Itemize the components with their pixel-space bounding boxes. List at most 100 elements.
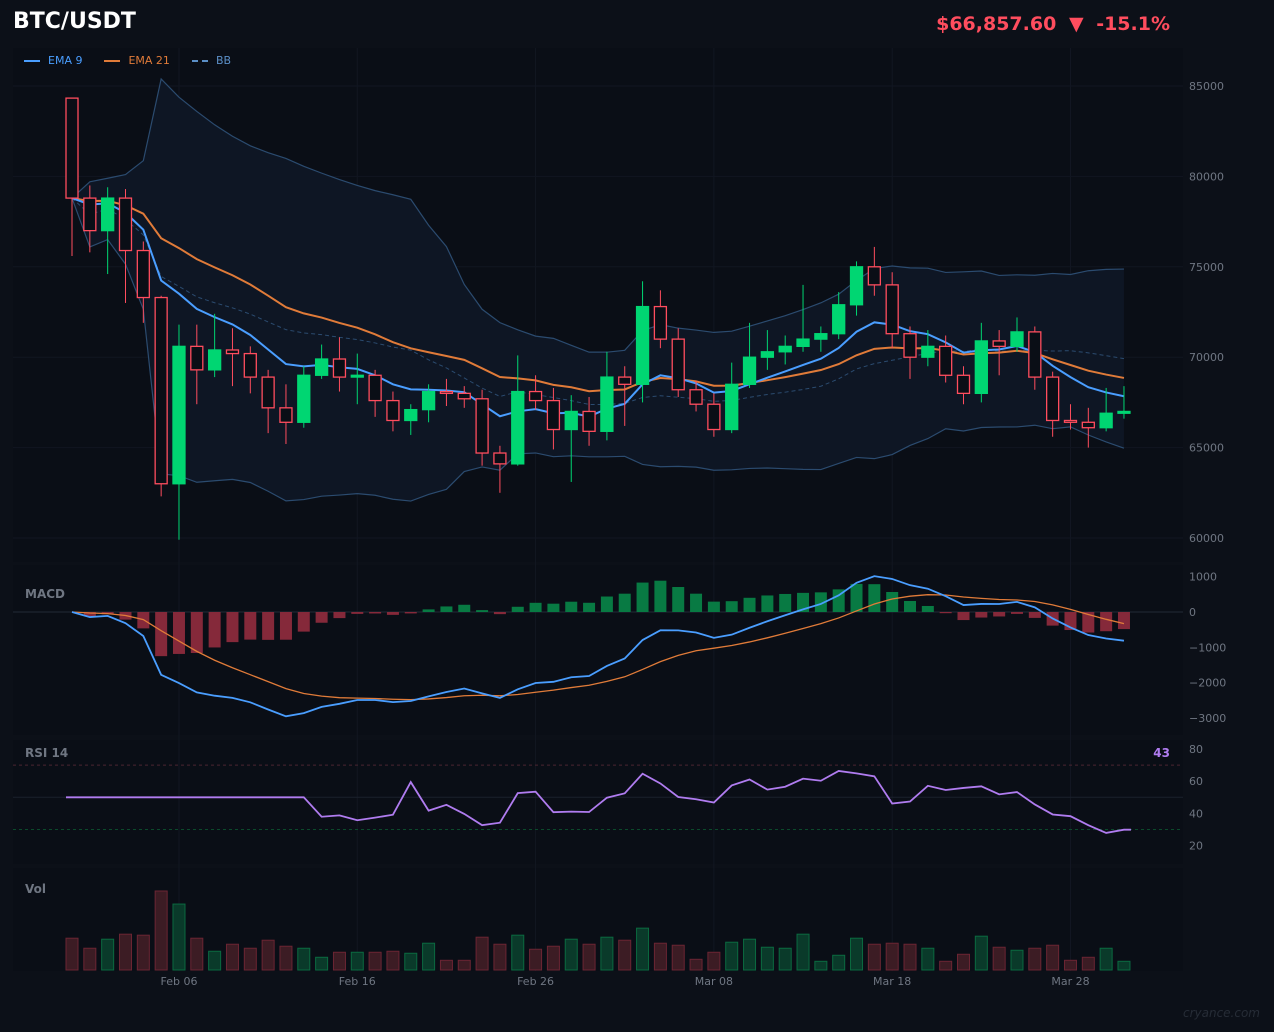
volume-pane bbox=[13, 868, 1183, 971]
macd-histogram-bar bbox=[458, 604, 471, 612]
x-tick-label: Feb 16 bbox=[339, 975, 376, 988]
volume-bar bbox=[279, 945, 293, 971]
candle bbox=[885, 272, 899, 349]
candle-body bbox=[832, 304, 846, 335]
macd-line bbox=[71, 575, 1125, 718]
candle bbox=[154, 295, 168, 497]
rsi-line bbox=[66, 770, 1131, 834]
candle-body bbox=[225, 349, 240, 355]
volume-bar bbox=[814, 960, 828, 971]
candle bbox=[707, 393, 721, 437]
candle bbox=[172, 324, 186, 540]
candle-body bbox=[778, 345, 792, 353]
volume-bar bbox=[1028, 947, 1042, 971]
volume-bar bbox=[957, 953, 970, 971]
candle bbox=[974, 322, 988, 403]
price-tick-label: 70000 bbox=[1189, 351, 1224, 364]
volume-label: Vol bbox=[25, 882, 46, 896]
change-down-arrow-icon: ▼ bbox=[1068, 13, 1084, 35]
macd-histogram-bar bbox=[993, 612, 1006, 617]
volume-bar bbox=[315, 956, 329, 971]
macd-histogram-bar bbox=[262, 612, 275, 640]
candle-body bbox=[493, 452, 507, 465]
candle bbox=[635, 281, 650, 403]
volume-bar bbox=[1063, 959, 1077, 971]
candle-body bbox=[600, 376, 614, 432]
macd-signal-line bbox=[71, 594, 1125, 701]
candle bbox=[243, 346, 257, 394]
volume-bar bbox=[832, 954, 846, 971]
rsi-tick-label: 60 bbox=[1189, 775, 1203, 788]
candle-body bbox=[279, 407, 293, 423]
volume-bar bbox=[903, 943, 917, 971]
candle-body bbox=[511, 390, 525, 465]
candle bbox=[511, 355, 525, 466]
candle-body bbox=[653, 305, 668, 340]
macd-histogram-bar bbox=[369, 612, 382, 614]
candle-body bbox=[939, 345, 953, 376]
macd-histogram-bar bbox=[529, 602, 542, 612]
x-tick-label: Mar 08 bbox=[695, 975, 733, 988]
volume-bar bbox=[154, 890, 168, 971]
bb-swatch-icon bbox=[191, 59, 208, 62]
candle bbox=[796, 284, 810, 352]
legend-bb[interactable]: BB bbox=[191, 54, 231, 67]
candle-body bbox=[404, 408, 418, 422]
volume-bar bbox=[65, 937, 79, 971]
macd-tick-label: 1000 bbox=[1189, 571, 1217, 584]
price-tick-label: 85000 bbox=[1189, 80, 1224, 93]
candle-body bbox=[885, 284, 899, 335]
candle bbox=[778, 335, 792, 365]
volume-bar bbox=[493, 943, 507, 971]
macd-histogram-bar bbox=[1082, 612, 1095, 633]
candle bbox=[314, 344, 329, 379]
candle-body bbox=[582, 410, 596, 432]
candle bbox=[867, 246, 881, 296]
legend-ema21[interactable]: EMA 21 bbox=[104, 54, 170, 67]
volume-bar bbox=[261, 939, 275, 971]
volume-bar bbox=[1081, 956, 1095, 971]
candle-body bbox=[742, 356, 757, 385]
legend-ema9[interactable]: EMA 9 bbox=[24, 54, 82, 67]
candle bbox=[939, 335, 953, 383]
rsi-label: RSI 14 bbox=[25, 746, 69, 760]
macd-histogram-bar bbox=[244, 612, 257, 640]
macd-histogram-bar bbox=[690, 593, 703, 612]
volume-bar bbox=[671, 944, 685, 971]
candle bbox=[279, 384, 293, 444]
macd-histogram-bar bbox=[743, 597, 756, 612]
candle-body bbox=[439, 390, 454, 395]
volume-bar bbox=[190, 937, 204, 971]
candle bbox=[956, 366, 971, 405]
macd-histogram-bar bbox=[190, 612, 203, 654]
macd-histogram-bar bbox=[333, 612, 346, 619]
candle-body bbox=[974, 340, 988, 395]
candle-body bbox=[475, 398, 489, 454]
macd-histogram-bar bbox=[226, 612, 239, 643]
macd-histogram-bar bbox=[618, 593, 631, 612]
x-tick-label: Mar 18 bbox=[873, 975, 911, 988]
price-tick-label: 80000 bbox=[1189, 170, 1224, 183]
candle bbox=[350, 353, 364, 405]
candle-body bbox=[421, 390, 436, 411]
macd-histogram-bar bbox=[315, 612, 328, 623]
candle bbox=[1046, 371, 1060, 437]
volume-bar bbox=[404, 952, 418, 971]
candle-body bbox=[1063, 419, 1078, 423]
volume-bar bbox=[974, 935, 988, 971]
macd-histogram-bar bbox=[476, 610, 489, 612]
candle-body bbox=[796, 338, 810, 348]
volume-bar bbox=[636, 927, 650, 971]
macd-histogram-bar bbox=[814, 592, 827, 612]
candle-body bbox=[671, 338, 685, 391]
macd-histogram-bar bbox=[725, 601, 738, 612]
candle bbox=[992, 330, 1006, 376]
macd-histogram-bar bbox=[904, 600, 917, 612]
volume-bar bbox=[208, 950, 222, 971]
macd-histogram-bar bbox=[797, 592, 810, 612]
candle bbox=[921, 330, 935, 367]
watermark: cryance.com bbox=[1182, 1006, 1260, 1020]
candle-body bbox=[65, 97, 79, 199]
volume-bar bbox=[653, 942, 667, 971]
